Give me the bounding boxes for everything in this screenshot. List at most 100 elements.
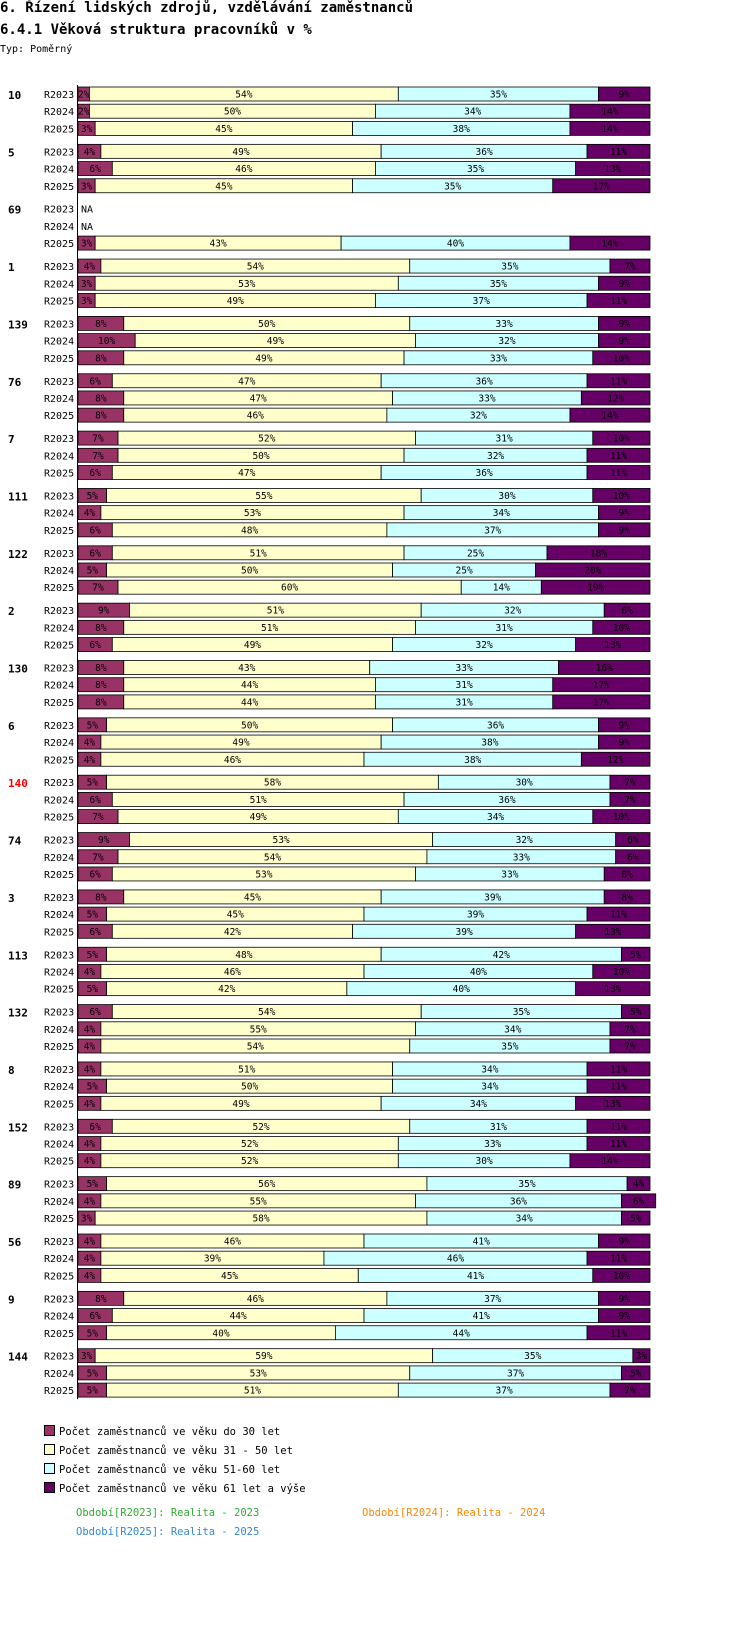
bar-value-label: 17%: [593, 697, 610, 708]
bar-value-label: 7%: [624, 795, 636, 806]
period-label: R2025: [44, 354, 74, 365]
bar-segment-over61: [603, 866, 651, 882]
chart-title: 6.4.1 Věková struktura pracovníků v %: [0, 22, 312, 38]
legend-swatch-51-60: [44, 1463, 55, 1474]
bar-value-label: 9%: [619, 508, 631, 519]
bar-value-label: 4%: [84, 1099, 96, 1110]
group-label: 139: [8, 318, 28, 331]
bar-value-label: 33%: [478, 393, 495, 404]
bar-value-label: 18%: [590, 548, 607, 559]
bar-value-label: 51%: [250, 795, 267, 806]
bar-value-label: 10%: [613, 434, 630, 445]
bar-value-label: 3%: [81, 1351, 93, 1362]
bar-value-label: 9%: [619, 90, 631, 101]
na-label: NA: [81, 222, 93, 233]
bar-value-label: 34%: [487, 812, 504, 823]
bar-segment-over61: [535, 562, 651, 578]
bar-value-label: 7%: [624, 1386, 636, 1397]
bar-value-label: 36%: [510, 1196, 527, 1207]
bar-value-label: 4%: [84, 755, 96, 766]
bar-value-label: 8%: [621, 892, 633, 903]
bar-value-label: 38%: [453, 124, 470, 135]
bar-value-label: 6%: [627, 852, 639, 863]
bar-value-label: 17%: [593, 181, 610, 192]
bar-value-label: 11%: [610, 1122, 627, 1133]
bar-value-label: 32%: [504, 606, 521, 617]
group-label: 3: [8, 892, 15, 905]
bar-value-label: 8%: [95, 353, 107, 364]
bar-segment-over61: [580, 390, 651, 406]
bar-segment-over61: [540, 579, 651, 595]
period-label: R2024: [44, 1140, 74, 1151]
bar-value-label: 32%: [476, 640, 493, 651]
bar-value-label: 11%: [610, 1254, 627, 1265]
period-label: R2023: [44, 1008, 74, 1019]
period-label: R2024: [44, 107, 74, 118]
bar-value-label: 35%: [513, 1007, 530, 1018]
bar-value-label: 45%: [244, 892, 261, 903]
bar-value-label: 6%: [89, 869, 101, 880]
bar-value-label: 4%: [84, 1139, 96, 1150]
period-label: R2024: [44, 1254, 74, 1265]
bar-segment-over61: [621, 1365, 651, 1381]
bar-segment-over61: [569, 121, 651, 136]
bar-value-label: 32%: [487, 451, 504, 462]
bar-value-label: 46%: [224, 755, 241, 766]
bar-segment-over61: [569, 1153, 651, 1169]
bar-segment-over61: [552, 178, 651, 194]
bar-value-label: 7%: [624, 262, 636, 273]
period-label: R2024: [44, 566, 74, 577]
bar-value-label: 7%: [624, 1024, 636, 1035]
bar-value-label: 25%: [467, 548, 484, 559]
bar-value-label: 47%: [238, 376, 255, 387]
period-label: R2024: [44, 795, 74, 806]
bar-value-label: 35%: [518, 1179, 535, 1190]
bar-segment-over61: [609, 258, 651, 274]
bar-value-label: 4%: [84, 1196, 96, 1207]
group-label: 2: [8, 605, 15, 618]
period-label: R2023: [44, 262, 74, 273]
bar-value-label: 37%: [473, 296, 490, 307]
period-label: R2023: [44, 491, 74, 502]
bar-value-label: 49%: [232, 738, 249, 749]
bar-value-label: 8%: [95, 623, 107, 634]
bar-value-label: 5%: [87, 1368, 99, 1379]
bar-value-label: 14%: [601, 107, 618, 118]
bar-segment-over61: [621, 946, 651, 962]
legend-label-31-50: Počet zaměstnanců ve věku 31 - 50 let: [59, 1445, 293, 1457]
bar-value-label: 50%: [241, 1082, 258, 1093]
bar-value-label: 39%: [484, 892, 501, 903]
bar-value-label: 11%: [610, 1064, 627, 1075]
bar-value-label: 32%: [470, 411, 487, 422]
bar-value-label: 5%: [87, 950, 99, 961]
group-label: 140: [8, 777, 28, 790]
bar-segment-over61: [586, 906, 651, 922]
bar-value-label: 53%: [250, 1368, 267, 1379]
bar-value-label: 46%: [235, 164, 252, 175]
bar-segment-over61: [621, 1210, 651, 1226]
bar-value-label: 13%: [604, 1099, 621, 1110]
bar-value-label: 14%: [493, 583, 510, 594]
bar-value-label: 6%: [633, 1196, 645, 1207]
group-label: 1: [8, 261, 15, 274]
bar-value-label: 44%: [241, 697, 258, 708]
bar-value-label: 30%: [476, 1156, 493, 1167]
group-label: 56: [8, 1236, 22, 1249]
bar-value-label: 42%: [224, 927, 241, 938]
bar-value-label: 5%: [87, 566, 99, 577]
bar-segment-over61: [592, 964, 651, 979]
bar-segment-over61: [626, 1176, 651, 1192]
bar-segment-over61: [598, 315, 651, 331]
bar-segment-over61: [586, 465, 651, 480]
group-label: 111: [8, 490, 28, 503]
bar-value-label: 4%: [84, 1271, 96, 1282]
age-structure-chart: 10 R2023 2% 54% 35% 9%R2024 2% 50% 34% 14%R2025 3%…: [8, 85, 657, 1400]
bar-value-label: 54%: [247, 1042, 264, 1053]
bar-value-label: 5%: [630, 1214, 642, 1225]
period-label: R2024: [44, 1025, 74, 1036]
period-label: R2025: [44, 296, 74, 307]
bar-value-label: 9%: [619, 525, 631, 536]
bar-value-label: 2%: [78, 90, 90, 101]
period-label: R2025: [44, 1329, 74, 1340]
bar-value-label: 5%: [87, 1179, 99, 1190]
